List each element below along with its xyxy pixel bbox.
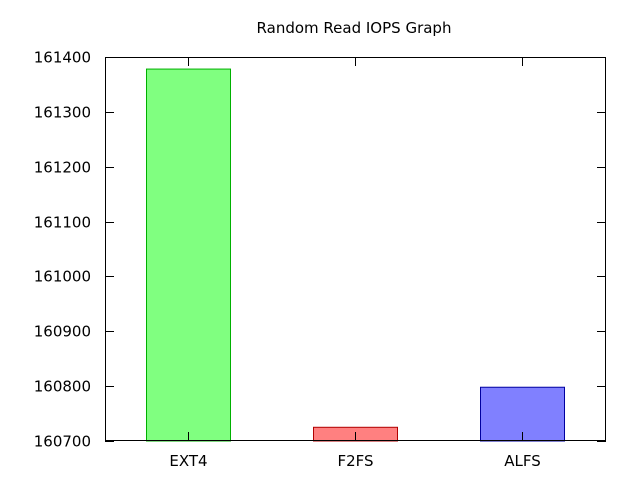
x-axis-labels: EXT4 F2FS ALFS [169,57,541,470]
chart-title: Random Read IOPS Graph [257,19,452,37]
y-tick-label: 160900 [34,323,91,341]
x-category-label: F2FS [337,452,373,470]
y-axis-ticks: 160700 160800 160900 161000 161100 161200 1613… [34,49,606,451]
y-tick-label: 160800 [34,378,91,396]
y-tick-label: 161100 [34,214,91,232]
y-tick-label: 161000 [34,268,91,286]
y-tick-label: 161200 [34,159,91,177]
bar-ext4 [146,68,231,442]
y-tick-label: 161400 [34,49,91,67]
y-tick-label: 160700 [34,433,91,451]
x-category-label: EXT4 [169,452,207,470]
x-category-label: ALFS [504,452,541,470]
plot-frame [105,57,606,441]
bars [146,68,565,442]
y-tick-label: 161300 [34,104,91,122]
